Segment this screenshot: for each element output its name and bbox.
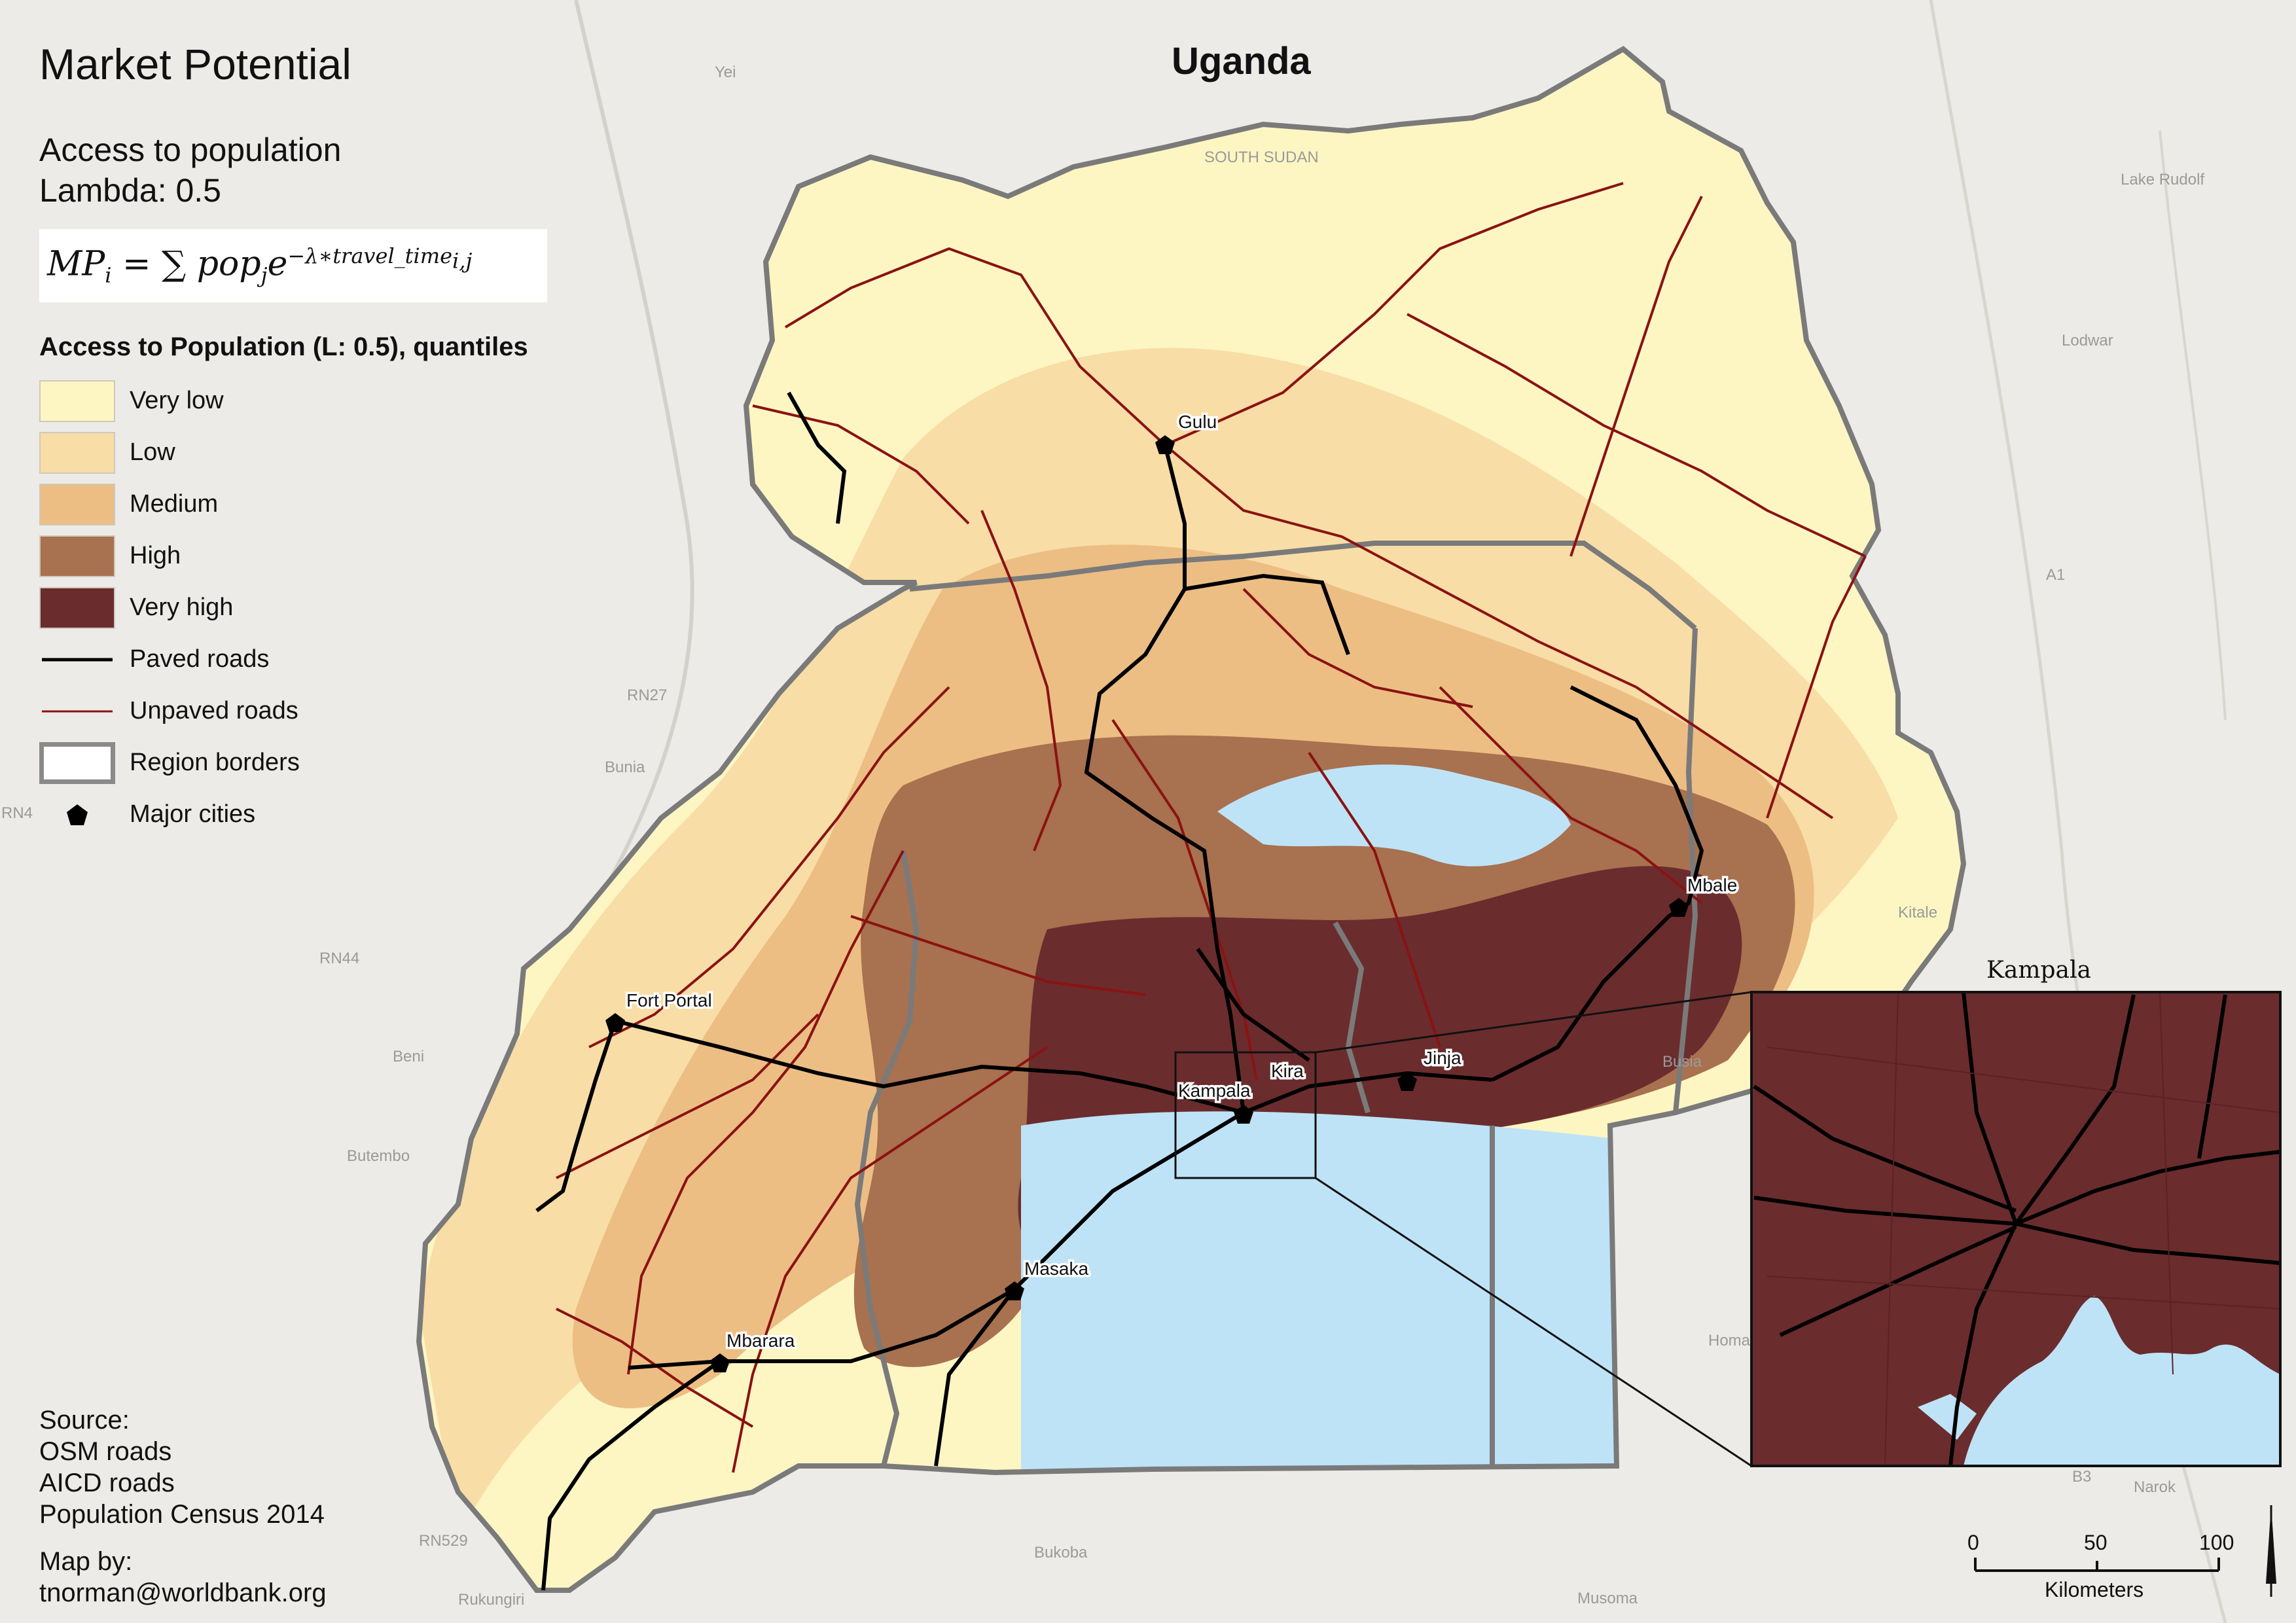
credit-heading: Map by:	[39, 1547, 133, 1576]
bg-label-narok: Narok	[2134, 1478, 2176, 1496]
bg-label-busia: Busia	[1662, 1053, 1702, 1071]
city-marker-jinja	[1397, 1072, 1417, 1091]
city-marker-kampala	[1234, 1105, 1253, 1124]
market-potential-formula: MPi = ∑ popje−λ∗travel_timei,j	[47, 243, 473, 288]
city-labels: Gulu Mbale Fort Portal Kira Kampala Jinj…	[624, 410, 1740, 1353]
bg-label-rn529: RN529	[419, 1532, 468, 1550]
legend-item-very-low: Very low	[39, 375, 602, 427]
bg-label-rn4: RN4	[1, 804, 33, 822]
unpaved-roads	[556, 182, 1867, 1473]
city-marker-masaka	[1005, 1281, 1024, 1300]
bg-label-musoma: Musoma	[1577, 1590, 1638, 1607]
inset-extent-box	[1174, 1051, 1317, 1179]
paved-roads	[535, 391, 1704, 1591]
legend-label: Low	[130, 438, 175, 466]
bg-label-rn44: RN44	[319, 950, 359, 967]
north-arrow-icon	[2266, 1505, 2276, 1597]
subtitle-access: Access to population	[39, 132, 342, 168]
legend-label: Medium	[130, 490, 219, 518]
background-labels: SOUTH SUDAN Yei Lake Rudolf Lodwar Bunia…	[1, 63, 2204, 1609]
bg-label-b3: B3	[2072, 1468, 2091, 1486]
legend-item-region-borders: Region borders	[39, 737, 602, 789]
formula-box: MPi = ∑ popje−λ∗travel_timei,j	[39, 229, 547, 302]
bg-label-kitale: Kitale	[1898, 904, 1937, 921]
bg-label-lodwar: Lodwar	[2062, 332, 2113, 349]
country-title: Uganda	[1172, 40, 1311, 82]
scale-tick-50: 50	[2084, 1531, 2108, 1554]
city-label-mbarara: Mbarara	[726, 1330, 795, 1351]
bg-label-rukungiri: Rukungiri	[458, 1591, 524, 1609]
bg-label-yei: Yei	[715, 63, 736, 81]
city-markers	[605, 435, 1689, 1372]
inset-leader-top	[1315, 991, 1752, 1054]
city-label-kira: Kira	[1271, 1061, 1304, 1081]
source-line: AICD roads	[39, 1469, 175, 1497]
region-borders	[416, 46, 1967, 1593]
city-label-jinja: Jinja	[1424, 1048, 1462, 1068]
legend-label: Major cities	[130, 800, 256, 828]
city-marker-mbale	[1669, 898, 1689, 917]
city-marker-fort-portal	[605, 1013, 625, 1032]
inset-title: Kampala	[1986, 957, 2091, 984]
city-label-masaka: Masaka	[1024, 1258, 1088, 1279]
source-line: Population Census 2014	[39, 1500, 325, 1529]
legend-label: Unpaved roads	[130, 697, 298, 724]
legend-swatch	[39, 483, 115, 526]
scale-tick-0: 0	[1967, 1531, 1979, 1554]
scale-tick-100: 100	[2199, 1531, 2234, 1554]
kampala-inset	[1751, 992, 2280, 1466]
scale-bar: 0 50 100 Kilometers	[1967, 1531, 2234, 1601]
bg-label-lake-rudolf: Lake Rudolf	[2121, 171, 2204, 188]
bg-label-a1: A1	[2046, 566, 2065, 584]
legend-item-high: High	[39, 530, 602, 582]
legend-item-unpaved-roads: Unpaved roads	[39, 685, 602, 737]
legend-title: Access to Population (L: 0.5), quantiles	[39, 332, 528, 361]
city-marker-mbarara	[710, 1353, 730, 1372]
source-line: OSM roads	[39, 1437, 172, 1466]
bg-label-rn27: RN27	[627, 687, 667, 704]
subtitle-lambda: Lambda: 0.5	[39, 172, 221, 209]
bg-label-beni: Beni	[393, 1048, 424, 1065]
city-label-mbale: Mbale	[1687, 875, 1737, 895]
map-title: Market Potential	[39, 40, 351, 88]
legend-item-major-cities: Major cities	[39, 789, 602, 840]
legend-label: Paved roads	[130, 645, 270, 673]
legend-label: Very high	[130, 594, 234, 621]
city-label-gulu: Gulu	[1178, 412, 1217, 432]
legend-item-low: Low	[39, 427, 602, 478]
legend-swatch	[39, 535, 115, 577]
legend-swatch	[39, 586, 115, 629]
legend-item-very-high: Very high	[39, 582, 602, 633]
legend-label: Very low	[130, 387, 224, 414]
legend-swatch	[39, 431, 115, 474]
city-marker-icon	[39, 794, 115, 836]
city-label-kampala: Kampala	[1178, 1080, 1251, 1101]
bg-label-south-sudan: SOUTH SUDAN	[1204, 149, 1319, 166]
inset-leader-bottom	[1315, 1177, 1752, 1467]
legend: Access to Population (L: 0.5), quantiles…	[39, 332, 602, 840]
city-label-fort-portal: Fort Portal	[626, 990, 712, 1010]
legend-label: Region borders	[130, 749, 300, 776]
credit-block: Map by: tnorman@worldbank.org	[39, 1546, 327, 1609]
paved-road-line-icon	[39, 639, 115, 681]
legend-item-medium: Medium	[39, 478, 602, 530]
unpaved-road-line-icon	[39, 690, 115, 732]
credit-email: tnorman@worldbank.org	[39, 1578, 327, 1607]
lake-victoria	[1021, 1111, 1617, 1479]
city-marker-gulu	[1155, 435, 1175, 454]
inset-frame	[1750, 991, 2282, 1467]
scale-unit: Kilometers	[2045, 1578, 2144, 1601]
legend-item-paved-roads: Paved roads	[39, 633, 602, 685]
bg-label-bunia: Bunia	[605, 758, 645, 776]
source-heading: Source:	[39, 1406, 130, 1435]
legend-label: High	[130, 542, 181, 569]
title-block: Market Potential Access to population La…	[39, 39, 589, 302]
legend-swatch	[39, 380, 115, 422]
bg-label-butembo: Butembo	[347, 1147, 410, 1165]
lake-kyoga	[1217, 764, 1571, 866]
bg-label-bukoba: Bukoba	[1034, 1544, 1088, 1561]
source-block: Source: OSM roads AICD roads Population …	[39, 1404, 325, 1530]
region-border-swatch	[39, 741, 115, 784]
